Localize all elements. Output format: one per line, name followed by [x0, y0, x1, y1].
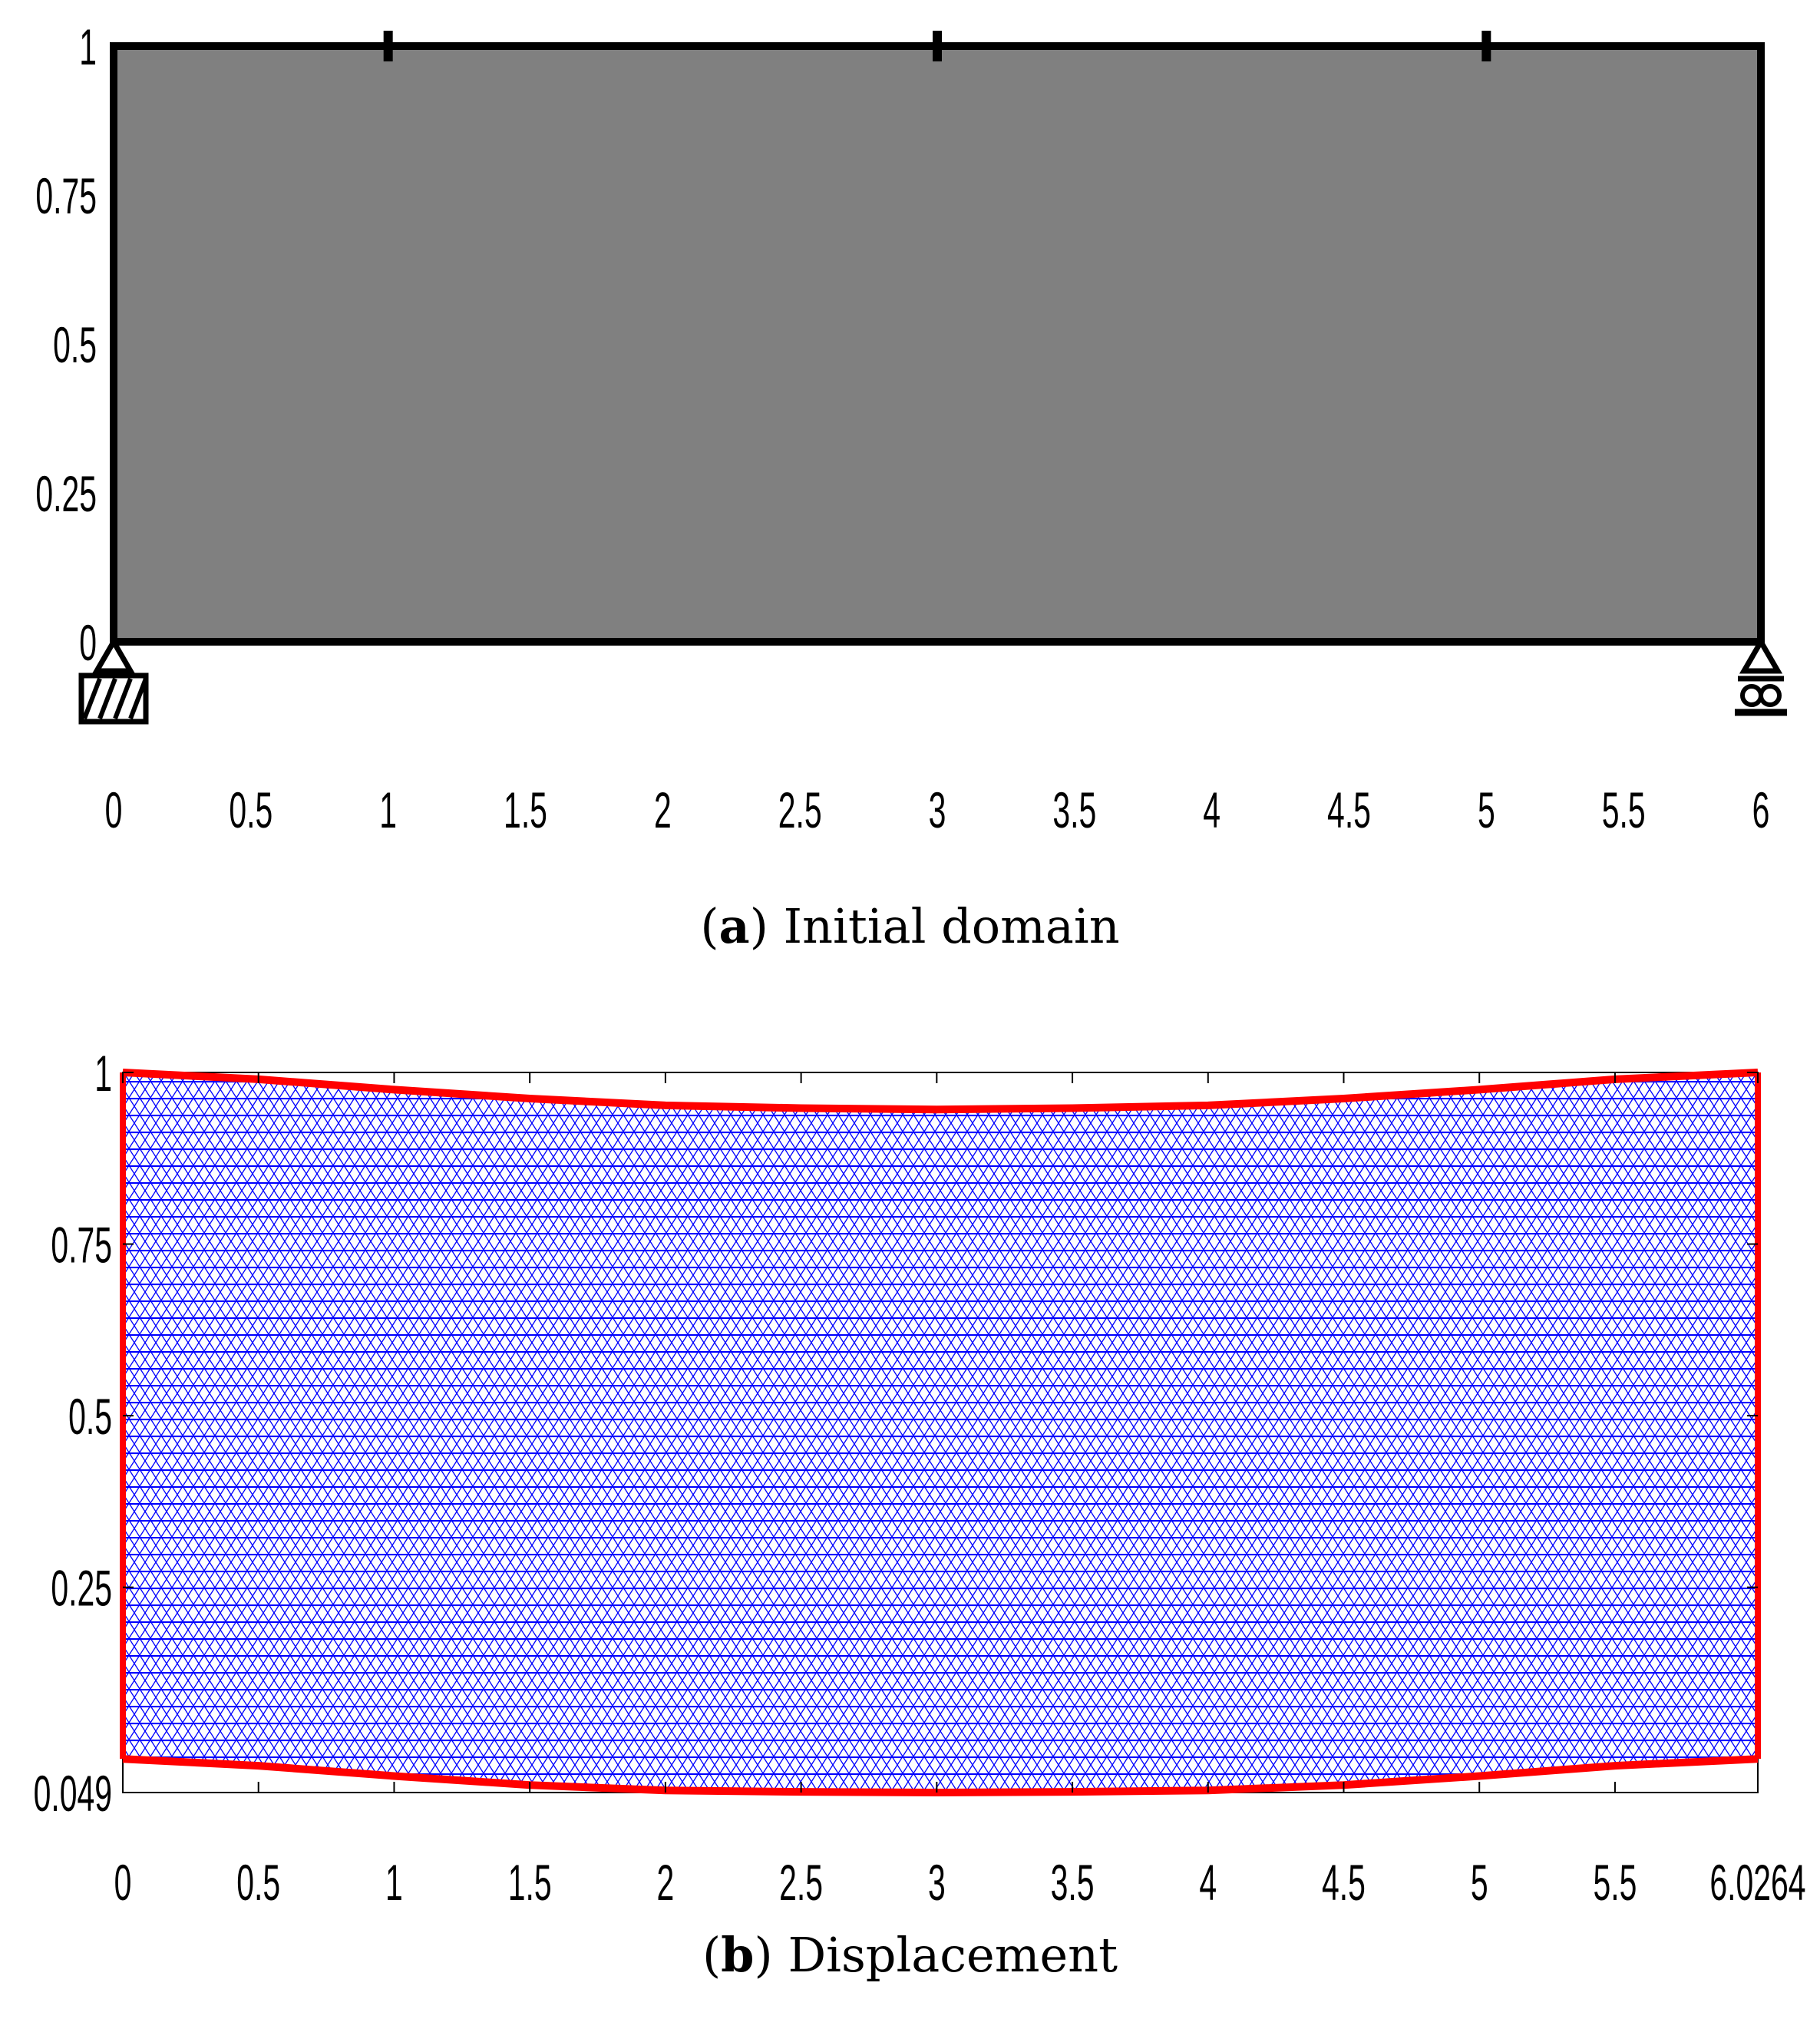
- tick-marks: [122, 1072, 1759, 1793]
- y-tick-label-2: 0.5: [53, 316, 97, 374]
- x-tick-label-12: 6: [1752, 781, 1770, 839]
- panel-a-initial-domain: 0 0.25 0.5 0.75 1 0 0.5 1 1.5 2 2.5 3 3.5 4 4.5 5 5.5 6: [35, 18, 1787, 839]
- x-tick-label-10: 5: [1471, 1854, 1488, 1912]
- support-triangle: [1739, 636, 1783, 674]
- caption-a: (a) Initial domain: [700, 898, 1120, 954]
- y-tick-label-2: 0.5: [68, 1388, 112, 1446]
- x-tick-label-12: 6.0264: [1709, 1854, 1805, 1912]
- pin-support: [78, 636, 149, 725]
- x-tick-label-5: 2.5: [778, 781, 822, 839]
- y-tick-label-1: 0.25: [35, 465, 97, 523]
- hatch-line-3: [113, 677, 133, 720]
- x-tick-label-4: 2: [657, 1854, 675, 1912]
- roller-support: [1735, 636, 1787, 716]
- caption-b: (b) Displacement: [702, 1927, 1118, 1983]
- x-tick-label-7: 3.5: [1051, 1854, 1095, 1912]
- x-tick-label-6: 3: [929, 781, 946, 839]
- supports: [78, 636, 1787, 725]
- domain-rectangle: [110, 42, 1765, 646]
- x-tick-label-3: 1.5: [504, 781, 547, 839]
- x-tick-labels: 0 0.5 1 1.5 2 2.5 3 3.5 4 4.5 5 5.5 6.0264: [114, 1854, 1806, 1912]
- x-tick-label-9: 4.5: [1322, 1854, 1366, 1912]
- caption-b-label: b: [721, 1927, 755, 1983]
- x-tick-label-8: 4: [1203, 781, 1220, 839]
- x-tick-label-10: 5: [1478, 781, 1495, 839]
- y-tick-label-0: 0.049: [34, 1765, 112, 1822]
- x-tick-label-9: 4.5: [1327, 781, 1371, 839]
- x-tick-label-0: 0: [114, 1854, 132, 1912]
- x-tick-labels: 0 0.5 1 1.5 2 2.5 3 3.5 4 4.5 5 5.5 6: [105, 781, 1770, 839]
- hatch-line-2: [97, 677, 117, 720]
- y-tick-label-0: 0: [79, 614, 97, 672]
- y-tick-labels: 0.049 0.25 0.5 0.75 1: [34, 1045, 112, 1822]
- x-tick-label-0: 0: [105, 781, 123, 839]
- support-triangle: [91, 636, 136, 674]
- x-tick-label-5: 2.5: [779, 1854, 823, 1912]
- y-tick-label-1: 0.25: [51, 1560, 112, 1618]
- y-tick-label-4: 1: [79, 18, 97, 76]
- load-markers: [383, 31, 1491, 61]
- x-tick-label-11: 5.5: [1594, 1854, 1637, 1912]
- top-boundary-line: [122, 1069, 1759, 1114]
- y-tick-label-4: 1: [94, 1045, 112, 1102]
- x-tick-label-6: 3: [928, 1854, 946, 1912]
- x-tick-label-2: 1: [385, 1854, 403, 1912]
- panel-b-displacement: 0.049 0.25 0.5 0.75 1 0 0.5 1 1.5 2 2.5 3 3.5 4 4.5 5 5…: [34, 1045, 1806, 1912]
- x-tick-label-1: 0.5: [236, 1854, 280, 1912]
- x-tick-label-3: 1.5: [508, 1854, 552, 1912]
- roller-wheel-right: [1759, 684, 1782, 707]
- roller-wheel-left: [1740, 684, 1763, 707]
- hatch-line-4: [128, 677, 148, 720]
- y-tick-label-3: 0.75: [35, 167, 97, 225]
- hatch-line-1: [82, 677, 102, 720]
- y-tick-label-3: 0.75: [51, 1216, 112, 1274]
- deformed-mesh: [123, 1072, 1758, 1793]
- caption-a-text: Initial domain: [783, 898, 1120, 954]
- x-tick-label-8: 4: [1199, 1854, 1217, 1912]
- caption-b-text: Displacement: [788, 1927, 1118, 1983]
- x-tick-label-2: 1: [379, 781, 397, 839]
- caption-a-label: a: [718, 898, 750, 954]
- x-tick-label-7: 3.5: [1052, 781, 1096, 839]
- y-tick-labels: 0 0.25 0.5 0.75 1: [35, 18, 97, 672]
- x-tick-label-11: 5.5: [1602, 781, 1646, 839]
- x-tick-label-1: 0.5: [229, 781, 273, 839]
- x-tick-label-4: 2: [654, 781, 672, 839]
